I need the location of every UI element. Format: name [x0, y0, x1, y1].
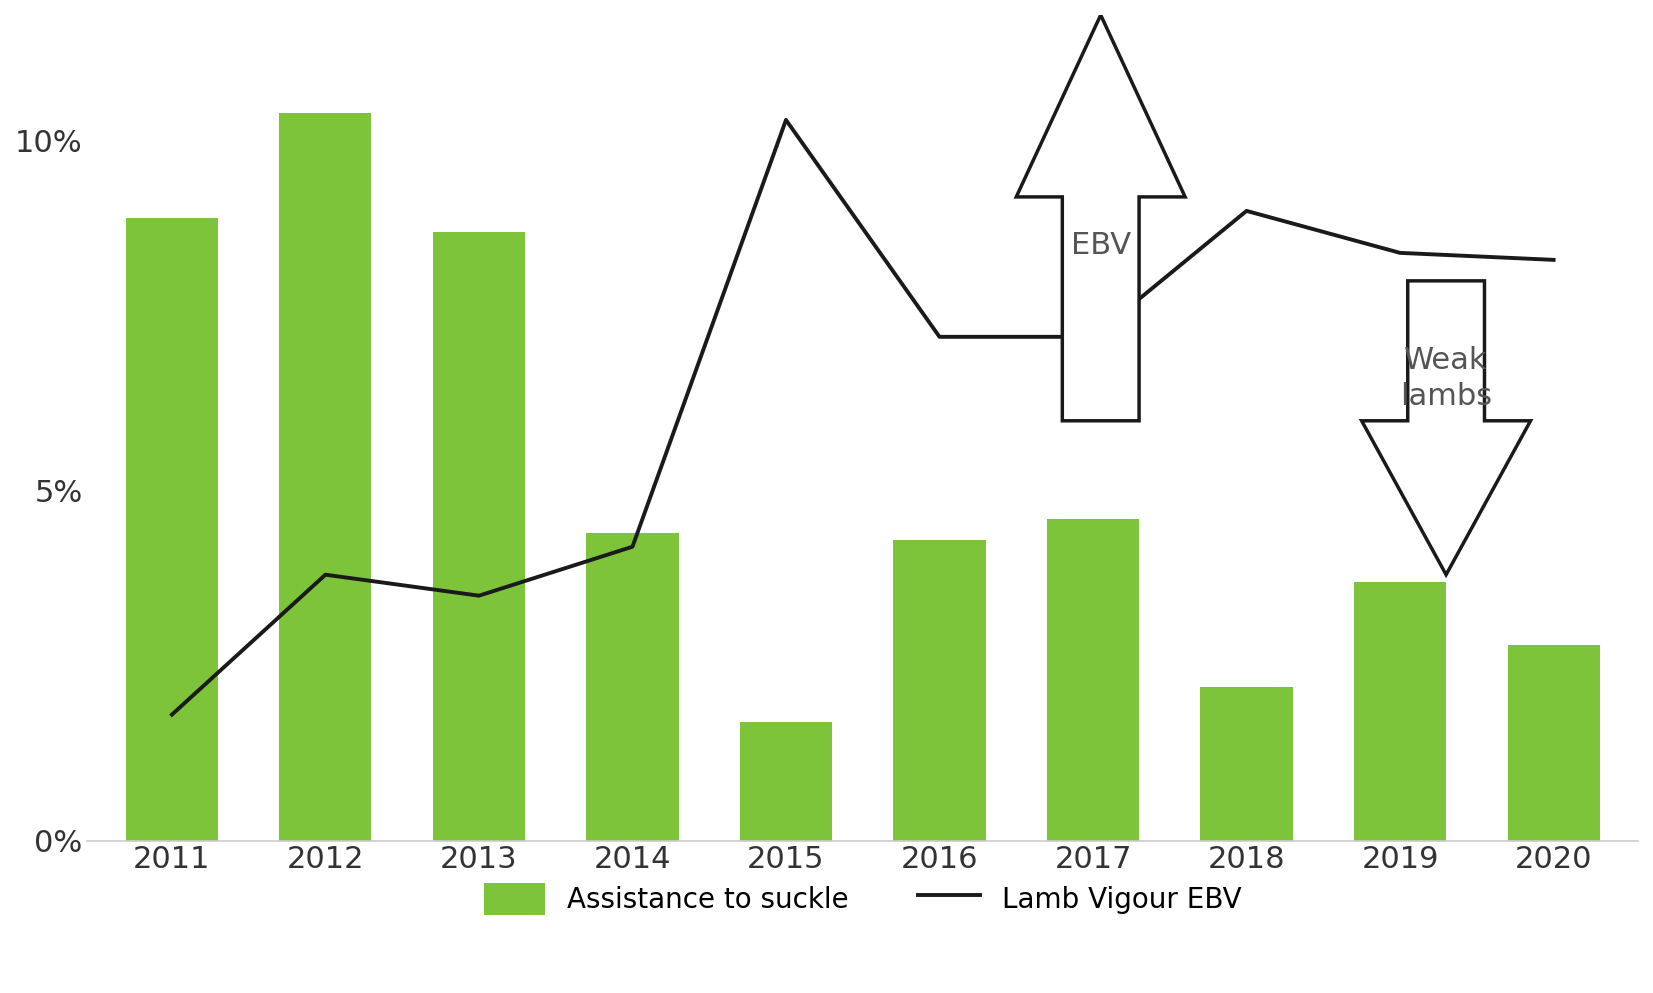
Bar [126, 217, 218, 840]
Bar [1354, 582, 1446, 840]
Polygon shape [1017, 15, 1185, 421]
Bar [1200, 686, 1293, 840]
Text: EBV: EBV [1071, 231, 1131, 260]
Bar [1046, 518, 1139, 840]
Legend: Assistance to suckle, Lamb Vigour EBV: Assistance to suckle, Lamb Vigour EBV [473, 872, 1253, 925]
Bar [587, 532, 678, 840]
Bar [279, 113, 372, 840]
Bar [1508, 644, 1600, 840]
Polygon shape [1362, 281, 1531, 575]
Bar [741, 722, 831, 840]
Bar [433, 232, 526, 840]
Bar [893, 540, 985, 840]
Text: Weak
lambs: Weak lambs [1400, 347, 1493, 411]
